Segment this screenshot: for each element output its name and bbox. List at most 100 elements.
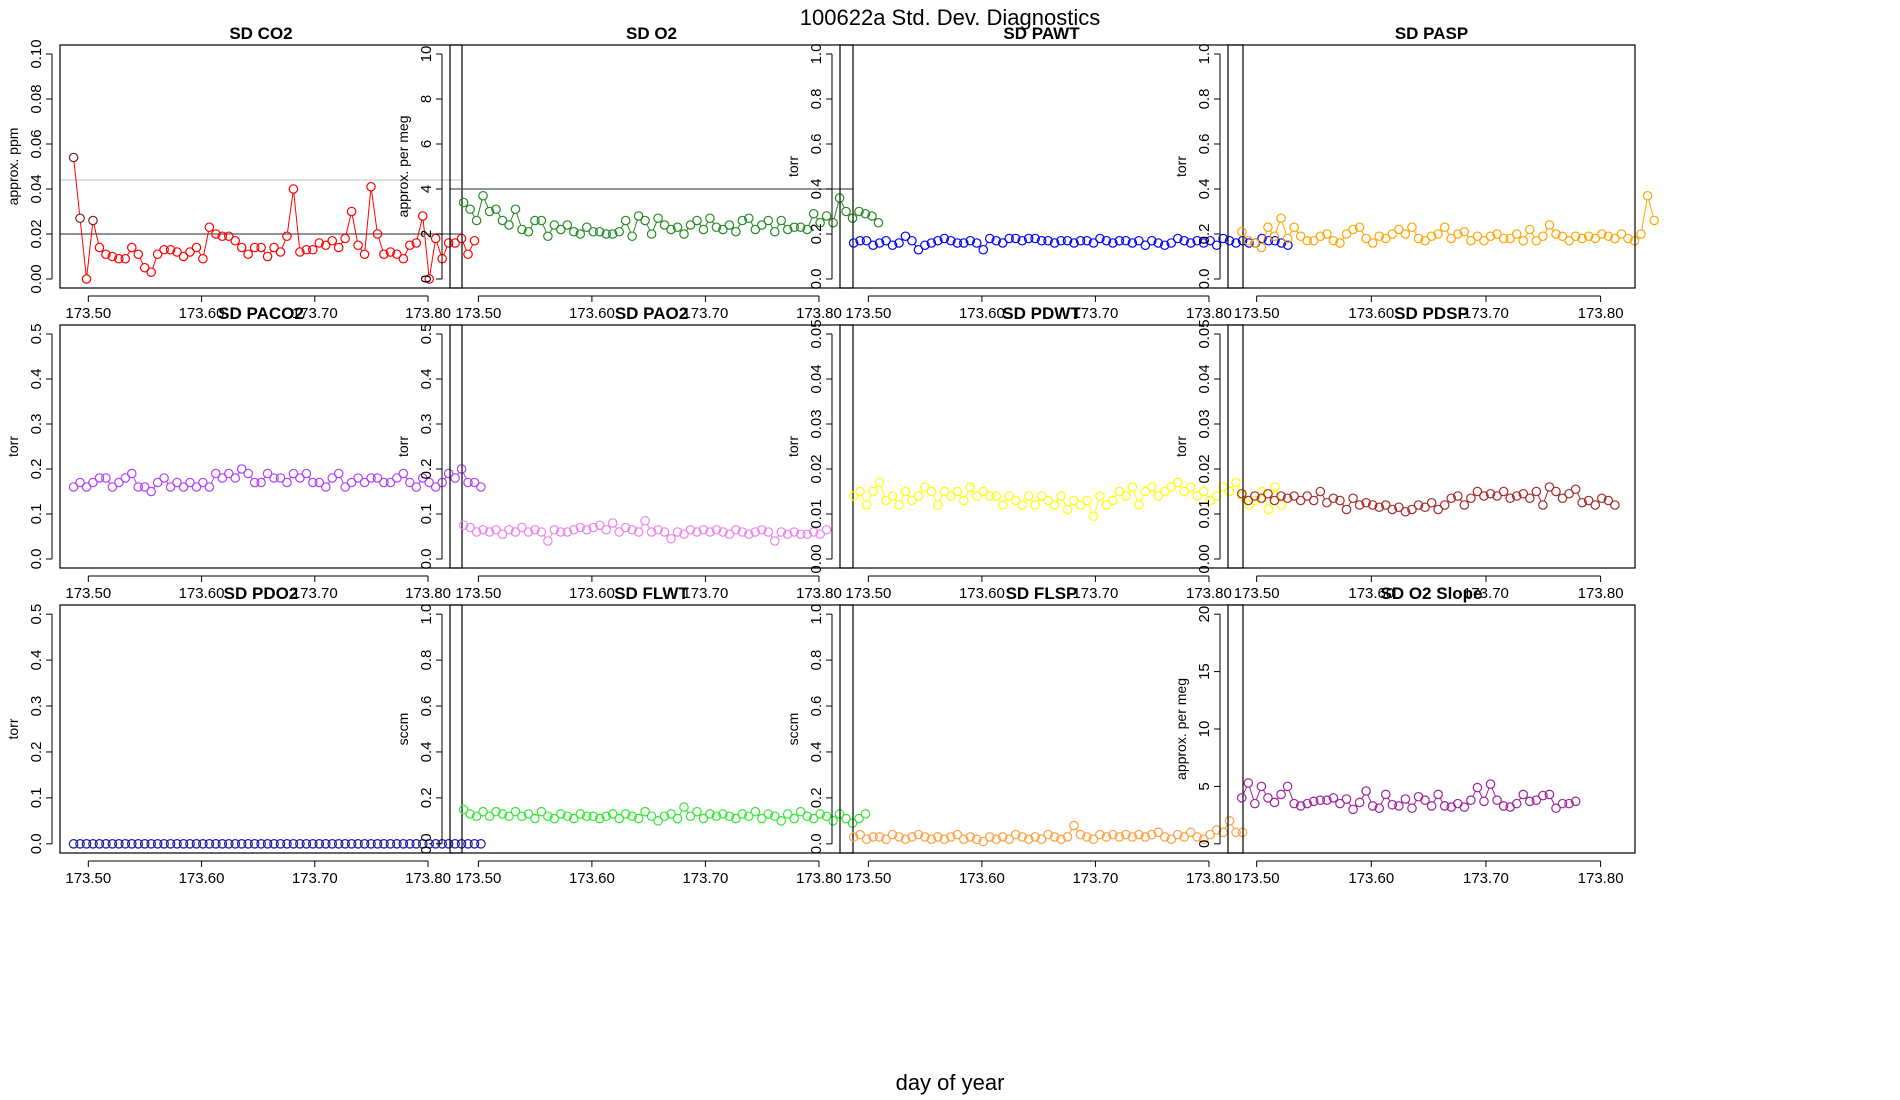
data-point: [640, 215, 650, 226]
data-point: [1295, 801, 1306, 811]
data-point: [666, 809, 676, 819]
data-point: [1308, 796, 1319, 807]
y-tick-label: 20: [1196, 606, 1213, 623]
data-point: [789, 813, 800, 824]
data-point: [424, 274, 435, 284]
data-point: [405, 477, 415, 488]
data-point: [601, 811, 612, 822]
data-point: [1263, 504, 1274, 515]
data-point: [1511, 491, 1522, 501]
data-point: [769, 536, 780, 546]
data-point: [1557, 493, 1568, 504]
data-point: [672, 222, 683, 233]
data-point: [607, 229, 618, 239]
data-point: [802, 811, 812, 822]
data-point: [1114, 832, 1125, 842]
data-point: [1335, 495, 1345, 506]
data-point: [841, 813, 851, 824]
data-point: [581, 524, 592, 535]
data-point: [1322, 497, 1332, 508]
data-point: [808, 813, 819, 824]
data-point: [1121, 829, 1131, 840]
data-point: [821, 524, 832, 535]
data-point: [217, 839, 228, 849]
data-point: [1010, 829, 1021, 840]
data-point: [1243, 495, 1254, 506]
data-point: [191, 839, 202, 849]
data-point: [874, 238, 885, 248]
data-point: [1439, 801, 1450, 811]
data-point: [269, 473, 279, 483]
y-tick-label: 6: [418, 140, 435, 148]
series-segment: [932, 495, 937, 502]
data-point: [1263, 793, 1273, 803]
x-tick-label: 173.80: [405, 585, 451, 602]
data-point: [1049, 500, 1060, 510]
data-point: [653, 213, 663, 224]
data-point: [114, 477, 124, 488]
data-point: [1492, 795, 1502, 805]
data-point: [881, 834, 891, 845]
data-point: [1153, 827, 1164, 838]
x-tick-label: 173.50: [1234, 870, 1280, 887]
data-point: [1101, 500, 1112, 510]
data-point: [646, 527, 657, 537]
series-segment: [484, 199, 489, 208]
data-point: [536, 527, 547, 537]
series-segment: [1094, 499, 1100, 513]
data-point: [1394, 502, 1404, 513]
data-point: [288, 184, 299, 194]
panel-title: SD PAO2: [615, 304, 688, 323]
x-tick-label: 173.60: [179, 585, 225, 602]
data-point: [1101, 235, 1112, 246]
data-point: [959, 834, 969, 845]
data-point: [275, 839, 286, 849]
data-point: [724, 529, 735, 540]
y-tick-label: 0.0: [418, 833, 435, 854]
data-point: [808, 208, 819, 219]
series-segment: [1062, 499, 1067, 506]
panel-sd-co2: SD CO2 approx. ppm 173.50 173.60 173.70 173.8…: [5, 24, 480, 322]
data-point: [301, 468, 312, 479]
data-point: [379, 839, 389, 849]
series-segment: [1484, 787, 1490, 798]
data-point: [1127, 238, 1138, 248]
x-tick-label: 173.70: [682, 305, 728, 322]
data-point: [1544, 789, 1555, 800]
data-point: [907, 495, 917, 506]
data-point: [1492, 491, 1502, 501]
series-segment: [1472, 791, 1476, 797]
x-tick-label: 173.70: [1072, 305, 1118, 322]
data-point: [1570, 484, 1581, 495]
data-point: [223, 839, 234, 849]
x-tick-label: 173.70: [1072, 585, 1118, 602]
data-point: [873, 217, 884, 228]
panel-sd-pawt: SD PAWT torr 173.50 173.60 173.70 173.80 0.0 0.…: [785, 24, 1293, 322]
data-point: [1256, 493, 1267, 504]
data-point: [411, 482, 422, 492]
data-point: [1030, 500, 1040, 510]
y-tick-label: 0.00: [1196, 544, 1213, 573]
data-point: [295, 247, 305, 257]
data-point: [750, 806, 761, 817]
data-point: [1172, 477, 1183, 488]
x-tick-label: 173.60: [959, 870, 1005, 887]
data-point: [737, 527, 748, 537]
series-segment: [404, 248, 409, 256]
data-point: [1597, 493, 1607, 504]
data-point: [359, 249, 370, 260]
data-point: [1276, 491, 1286, 501]
data-point: [1551, 229, 1561, 239]
data-point: [1341, 504, 1352, 515]
data-point: [769, 226, 780, 237]
data-point: [1017, 832, 1027, 842]
data-point: [443, 468, 454, 479]
data-point: [346, 839, 357, 849]
series-segment: [861, 495, 866, 502]
data-point: [1407, 803, 1417, 814]
data-point: [1407, 222, 1417, 233]
data-point: [107, 482, 118, 492]
data-point: [1315, 795, 1326, 805]
x-tick-label: 173.80: [1578, 305, 1624, 322]
data-point: [1256, 781, 1267, 792]
